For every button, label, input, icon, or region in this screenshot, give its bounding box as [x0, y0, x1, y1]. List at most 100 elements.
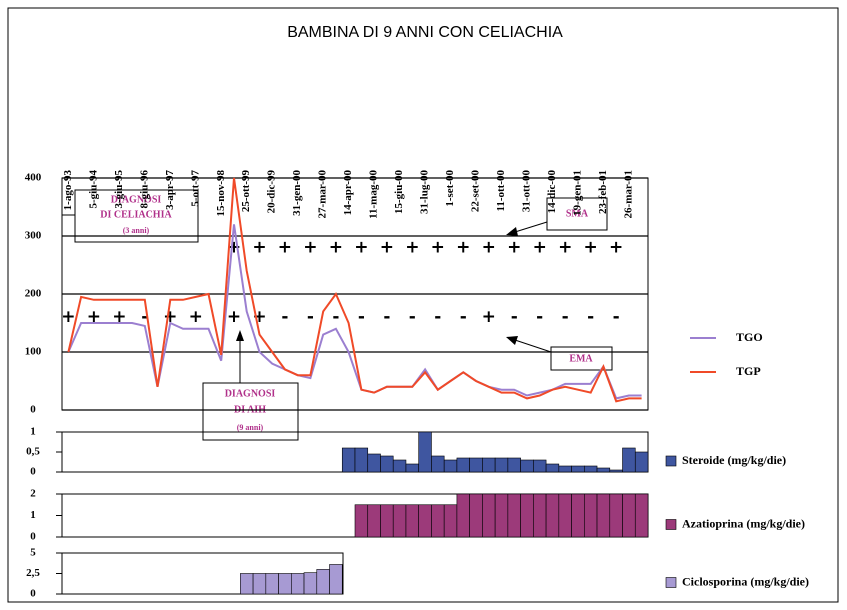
bar [533, 459, 547, 473]
x-tick-label: 1-ago-93 [62, 170, 74, 211]
bar [418, 431, 432, 473]
x-tick-label: 26-mar-01 [622, 170, 634, 218]
marker-symbol: - [460, 307, 467, 327]
x-tick-label: 25-ott-99 [240, 170, 252, 213]
annotation-text: DI CELIACHIA [100, 209, 172, 220]
x-tick-label: 31-lug-00 [419, 170, 431, 215]
bar [634, 451, 649, 473]
annotation-arrow [514, 339, 552, 353]
annotation-box [546, 197, 608, 231]
bar [329, 564, 343, 595]
arrow-head [236, 330, 244, 341]
annotation-text: EMA [569, 353, 593, 364]
annotation-celiachia: DIAGNOSI DI CELIACHIA (3 anni) [62, 189, 199, 243]
chart-title: BAMBINA DI 9 ANNI CON CELIACHIA [287, 24, 563, 41]
bar [545, 493, 560, 538]
bar [482, 457, 496, 473]
marker-symbol: - [613, 307, 620, 327]
bar [456, 493, 470, 538]
bar [482, 493, 496, 538]
x-tick-label: 20-dic-99 [266, 170, 278, 214]
bar [533, 493, 547, 538]
x-tick-label: 27-mar-00 [317, 170, 329, 219]
series-line [67, 224, 642, 400]
x-tick-label: 31-ott-00 [521, 170, 533, 213]
y-tick-label: 5 [30, 547, 36, 559]
bar [367, 504, 381, 538]
annotation-sma: SMA [506, 197, 608, 236]
bar [405, 463, 419, 473]
x-tick-label: 14-apr-00 [342, 170, 354, 216]
x-tick-label: 22-set-00 [470, 170, 482, 213]
annotation-text: DIAGNOSI [225, 388, 276, 399]
x-tick-label: 11-mag-00 [368, 170, 380, 219]
y-tick-label: 0 [30, 531, 36, 543]
bar [494, 457, 509, 473]
bar [456, 457, 470, 473]
marker-symbol: + [112, 307, 126, 327]
marker-symbol: - [307, 307, 314, 327]
bar [558, 465, 572, 473]
bar [418, 504, 432, 538]
bar [596, 467, 611, 473]
y-tick-label: 2,5 [26, 567, 40, 579]
legend-swatch [665, 519, 677, 530]
frame [7, 7, 839, 603]
y-tick-label: 300 [25, 230, 42, 242]
annotation-box [202, 382, 299, 441]
annotation-aih: DIAGNOSI DI AIH (9 anni) [202, 330, 299, 441]
x-tick-label: 14-dic-00 [546, 170, 558, 214]
annotation-box [74, 189, 199, 243]
bar [571, 465, 585, 473]
annotation-text: (3 anni) [123, 226, 150, 235]
marker-symbol: + [431, 238, 445, 258]
marker-symbol: - [511, 307, 518, 327]
marker-symbol: - [434, 307, 441, 327]
bar [405, 504, 419, 538]
bar [596, 493, 611, 538]
bar [265, 573, 279, 595]
marker-symbol: + [405, 238, 419, 258]
bar [584, 465, 598, 473]
x-tick-label: 31-gen-00 [291, 170, 303, 216]
y-tick-label: 1 [30, 509, 36, 521]
marker-symbol: + [252, 238, 266, 258]
bar [520, 493, 534, 538]
marker-symbol: + [380, 238, 394, 258]
annotation-box [550, 346, 613, 371]
y-tick-label: 1 [30, 426, 36, 438]
bar [367, 453, 381, 473]
marker-symbol: + [189, 307, 203, 327]
y-tick-label: 0 [30, 588, 36, 600]
bar [507, 457, 521, 473]
bar [469, 457, 483, 473]
bar [341, 447, 356, 473]
legend-label: Steroide (mg/kg/die) [682, 453, 786, 467]
bar [622, 447, 636, 473]
marker-symbol: + [87, 307, 101, 327]
marker-symbol: + [456, 238, 470, 258]
marker-symbol: + [278, 238, 292, 258]
bar [584, 493, 598, 538]
y-tick-label: 0 [30, 404, 36, 416]
y-tick-label: 100 [25, 346, 42, 358]
x-tick-label: 23-feb-01 [597, 170, 609, 214]
legend-label: Azatioprina (mg/kg/die) [682, 516, 805, 530]
marker-symbol: + [354, 238, 368, 258]
x-tick-label: 11-ott-00 [495, 170, 507, 212]
marker-symbol: + [482, 307, 496, 327]
annotation-text: (9 anni) [237, 423, 264, 432]
x-tick-label: 15-nov-98 [215, 170, 227, 217]
arrow-head [506, 336, 518, 345]
bar [278, 573, 292, 595]
marker-symbol: - [383, 307, 390, 327]
marker-symbol: + [227, 307, 241, 327]
marker-symbol: - [587, 307, 594, 327]
bar [558, 493, 572, 538]
y-tick-label: 2 [30, 488, 36, 500]
legend-swatch [665, 455, 677, 467]
marker-symbol: + [482, 238, 496, 258]
legend-label: TGP [736, 364, 761, 378]
bar [609, 469, 623, 473]
x-tick-label: 5-giu-94 [87, 170, 99, 209]
